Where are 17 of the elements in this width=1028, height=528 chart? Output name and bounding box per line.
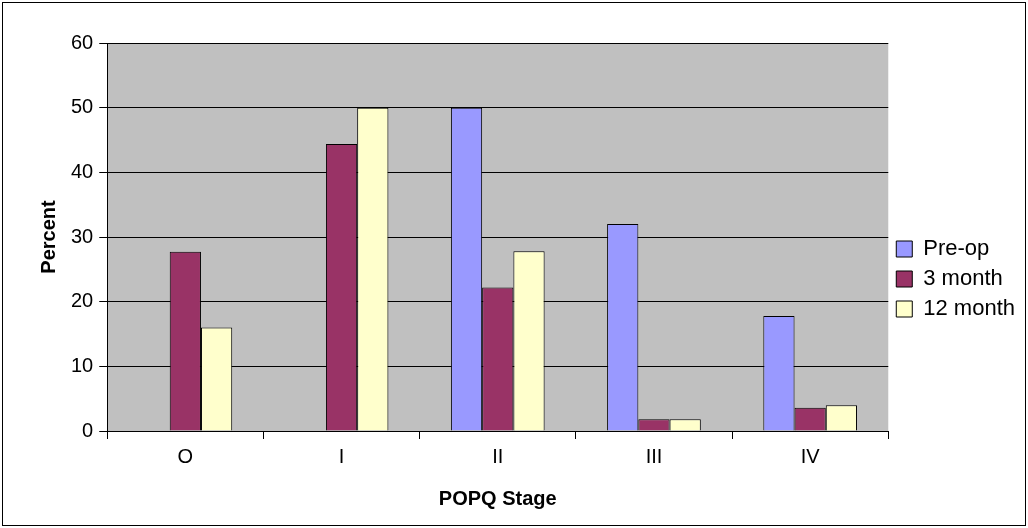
- x-tick-label: IV: [800, 444, 821, 467]
- x-axis-title: POPQ Stage: [438, 486, 557, 509]
- legend-label: 3 month: [923, 265, 1003, 291]
- y-tick-label: 30: [71, 224, 94, 247]
- y-axis-title: Percent: [36, 199, 59, 274]
- y-tick-label: 50: [71, 95, 94, 118]
- legend-label: Pre-op: [923, 235, 990, 261]
- y-tick-label: 0: [82, 418, 94, 441]
- x-tick-label: II: [492, 444, 504, 467]
- x-tick-label: III: [645, 444, 663, 467]
- legend-label: 12 month: [923, 295, 1016, 321]
- y-tick-label: 10: [71, 353, 94, 376]
- y-tick-label: 40: [71, 159, 94, 182]
- y-tick-label: 60: [71, 30, 94, 53]
- x-tick-label: I: [338, 444, 345, 467]
- y-tick-label: 20: [71, 289, 94, 312]
- x-tick-label: O: [177, 444, 194, 467]
